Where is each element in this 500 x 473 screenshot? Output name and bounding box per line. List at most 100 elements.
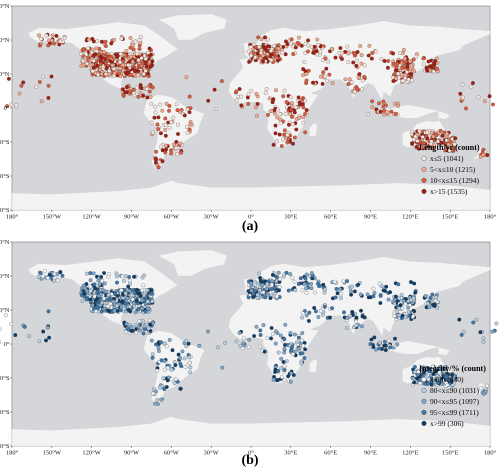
station-marker bbox=[316, 42, 320, 47]
station-marker bbox=[128, 36, 133, 40]
legend-b: Integrity/% (count) x≤80 (940) 80<x≤90 (10… bbox=[419, 364, 486, 428]
station-marker bbox=[424, 366, 428, 371]
station-marker bbox=[165, 378, 170, 383]
station-marker bbox=[282, 350, 287, 355]
station-marker bbox=[306, 318, 311, 323]
station-marker bbox=[304, 286, 309, 291]
station-marker bbox=[13, 333, 18, 338]
station-marker bbox=[172, 381, 177, 385]
station-marker bbox=[312, 290, 317, 295]
station-marker bbox=[323, 287, 328, 292]
legend-label: 90<x≤95 (1097) bbox=[430, 397, 479, 406]
station-marker bbox=[141, 93, 146, 98]
station-marker bbox=[425, 130, 430, 135]
station-marker bbox=[272, 285, 277, 290]
station-marker bbox=[55, 278, 60, 283]
station-marker bbox=[410, 78, 414, 83]
station-marker bbox=[442, 366, 447, 371]
station-marker bbox=[273, 123, 278, 128]
station-marker bbox=[383, 343, 388, 348]
station-marker bbox=[415, 139, 420, 143]
station-marker bbox=[334, 286, 339, 291]
station-marker bbox=[294, 340, 299, 345]
station-marker bbox=[27, 334, 32, 339]
station-marker bbox=[394, 309, 399, 314]
station-marker bbox=[459, 332, 464, 337]
station-marker bbox=[425, 301, 430, 306]
station-marker bbox=[464, 106, 468, 111]
station-marker bbox=[128, 45, 133, 50]
station-marker bbox=[219, 79, 224, 84]
legend-marker bbox=[421, 376, 427, 382]
station-marker bbox=[481, 391, 486, 396]
station-marker bbox=[124, 321, 129, 326]
station-marker bbox=[377, 281, 382, 286]
station-marker bbox=[125, 70, 130, 75]
station-marker bbox=[358, 292, 363, 297]
station-marker bbox=[279, 144, 284, 148]
station-marker bbox=[307, 310, 312, 315]
station-marker bbox=[41, 74, 45, 79]
station-marker bbox=[341, 279, 346, 284]
station-marker bbox=[45, 275, 50, 280]
station-marker bbox=[277, 288, 281, 293]
station-marker bbox=[280, 50, 285, 55]
station-marker bbox=[251, 295, 256, 299]
station-marker bbox=[412, 69, 417, 74]
legend-title: Length/yr (count) bbox=[419, 143, 480, 152]
station-marker bbox=[149, 101, 154, 106]
station-marker bbox=[405, 64, 410, 69]
station-marker bbox=[368, 342, 373, 347]
station-marker bbox=[206, 98, 211, 103]
station-marker bbox=[169, 148, 173, 153]
station-marker bbox=[296, 346, 301, 351]
station-marker bbox=[134, 323, 139, 328]
station-marker bbox=[290, 345, 295, 349]
station-marker bbox=[263, 295, 268, 300]
station-marker bbox=[102, 271, 107, 275]
station-marker bbox=[330, 306, 335, 311]
station-marker bbox=[102, 50, 107, 54]
station-marker bbox=[123, 274, 128, 279]
station-marker bbox=[249, 288, 254, 293]
station-marker bbox=[372, 291, 377, 295]
station-marker bbox=[346, 51, 351, 56]
station-marker bbox=[107, 272, 111, 277]
station-marker bbox=[428, 64, 433, 69]
station-marker bbox=[265, 335, 270, 340]
station-marker bbox=[395, 342, 400, 347]
station-marker bbox=[354, 323, 359, 328]
station-marker bbox=[45, 325, 50, 330]
station-marker bbox=[91, 271, 96, 276]
station-marker bbox=[253, 105, 258, 110]
station-marker bbox=[457, 317, 462, 322]
station-marker bbox=[352, 89, 357, 94]
station-marker bbox=[306, 38, 311, 43]
station-marker bbox=[245, 95, 250, 100]
station-marker bbox=[282, 346, 287, 351]
station-marker bbox=[150, 352, 155, 357]
station-marker bbox=[421, 56, 426, 61]
station-marker bbox=[85, 271, 89, 276]
station-marker bbox=[234, 339, 239, 344]
x-tick-label: 150°W bbox=[43, 214, 62, 221]
station-marker bbox=[276, 350, 281, 355]
station-marker bbox=[46, 95, 51, 100]
station-marker bbox=[428, 296, 433, 301]
y-tick-label: 30°N bbox=[0, 307, 10, 314]
station-marker bbox=[292, 279, 297, 284]
station-marker bbox=[121, 59, 126, 64]
station-marker bbox=[438, 128, 443, 133]
station-marker bbox=[411, 296, 416, 301]
station-marker bbox=[17, 91, 22, 96]
station-marker bbox=[481, 152, 486, 157]
station-marker bbox=[82, 291, 87, 296]
station-marker bbox=[282, 88, 287, 93]
station-marker bbox=[269, 58, 274, 63]
station-marker bbox=[155, 397, 160, 402]
station-marker bbox=[112, 37, 117, 42]
station-marker bbox=[282, 368, 287, 372]
station-marker bbox=[86, 55, 90, 60]
station-marker bbox=[261, 290, 266, 295]
x-tick-label: 90°E bbox=[364, 214, 377, 221]
